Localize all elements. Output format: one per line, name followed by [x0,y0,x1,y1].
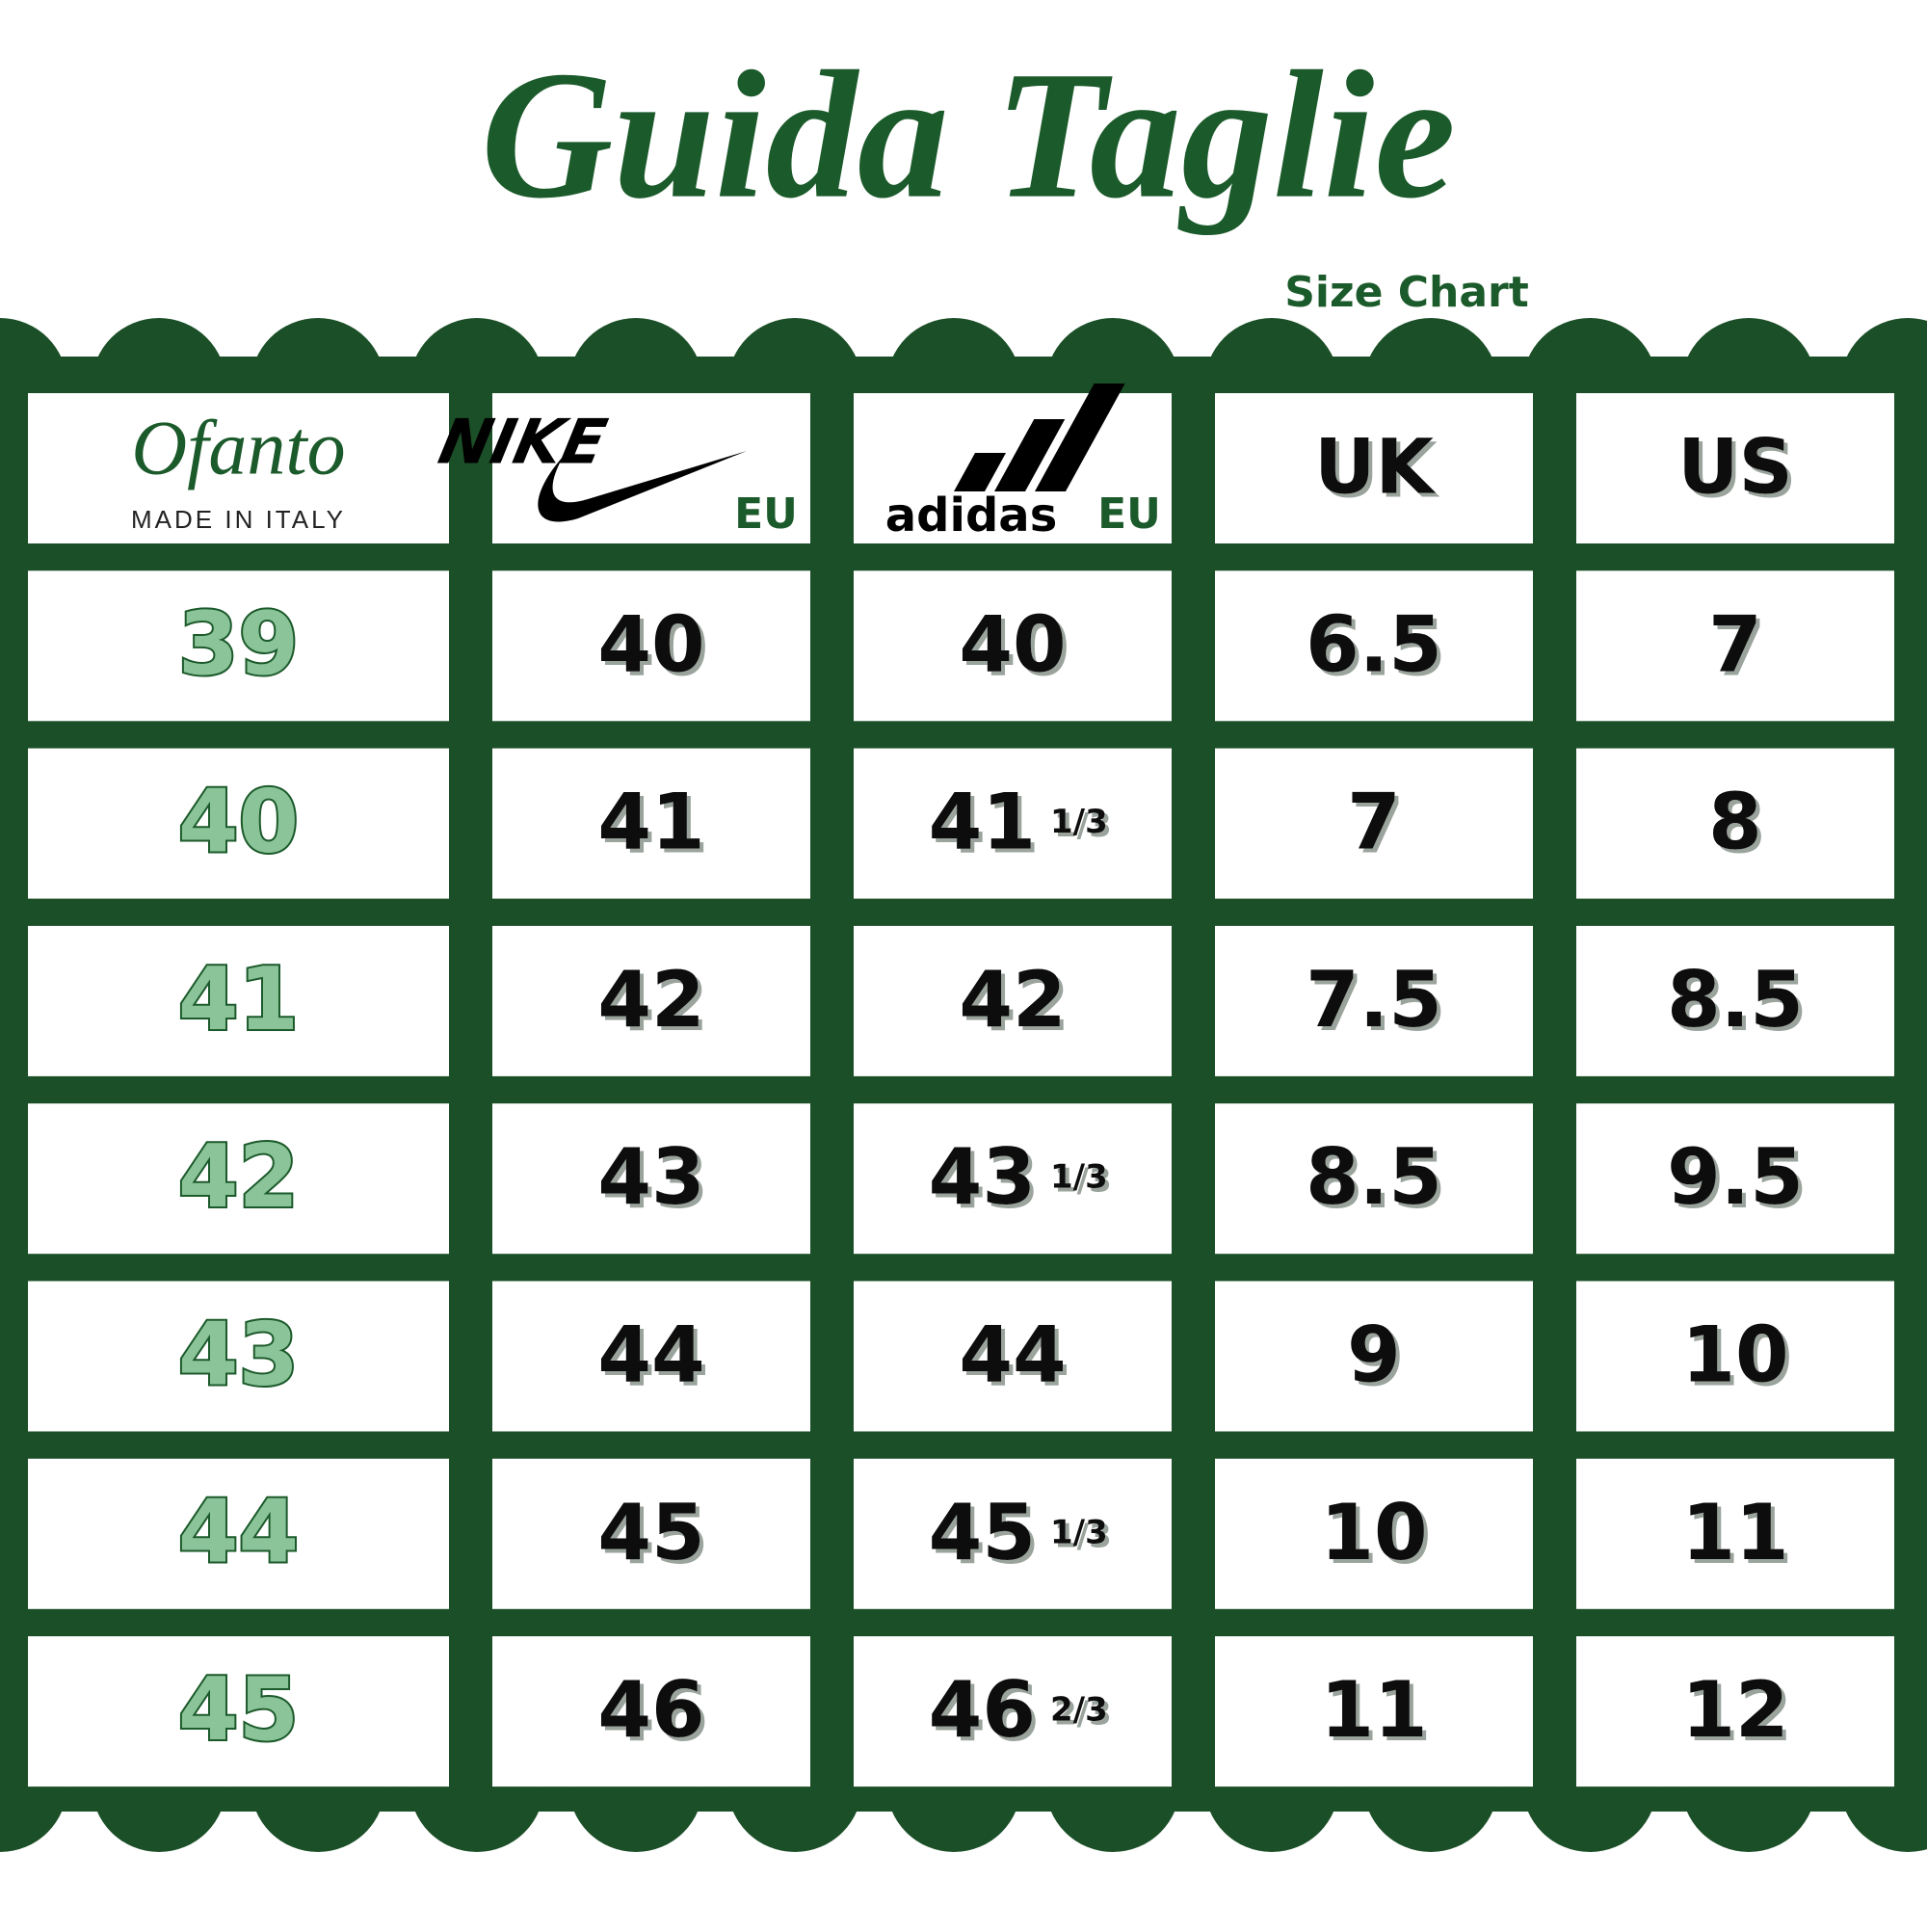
cell [1215,748,1533,899]
cell [854,1636,1172,1787]
cell [1576,1281,1894,1432]
cell [854,570,1172,722]
cell [1576,1636,1894,1787]
cell [492,1103,810,1255]
header-uk: UK [1314,424,1436,511]
nike-size: 42 [597,955,704,1045]
cell [1576,748,1894,899]
us-size: 7 [1708,599,1762,689]
brand-nike: NIKE [433,407,612,478]
ofanto-size: 43 [178,1304,299,1405]
adidas-size: 46 [929,1665,1036,1755]
uk-size: 9 [1347,1310,1401,1399]
brand-adidas: adidas [885,489,1058,543]
header-us: US [1677,424,1793,511]
adidas-fraction: 2/3 [1050,1691,1108,1730]
cell [1576,570,1894,722]
uk-size: 6.5 [1306,599,1442,689]
cell [1215,1636,1533,1787]
cell [492,1281,810,1432]
title: Guida Taglie [481,35,1456,237]
us-size: 10 [1681,1310,1788,1399]
adidas-fraction: 1/3 [1050,1158,1108,1197]
cell [1215,925,1533,1076]
cell [28,1636,449,1787]
cell [28,1103,449,1255]
adidas-size: 45 [929,1488,1036,1577]
cell [492,1458,810,1609]
cell [1215,1458,1533,1609]
ofanto-size: 42 [178,1126,299,1228]
ofanto-size: 40 [178,771,299,872]
nike-size: 40 [597,599,704,689]
cell [492,1636,810,1787]
cell [854,1281,1172,1432]
nike-size: 41 [597,778,704,867]
us-size: 8 [1708,778,1762,867]
uk-size: 8.5 [1306,1132,1442,1222]
uk-size: 7 [1347,778,1401,867]
ofanto-size: 45 [178,1659,299,1760]
brand-ofanto: Ofanto [131,406,345,490]
adidas-stripe [954,453,1006,491]
cell [28,570,449,722]
cell [1576,393,1894,543]
cell [28,1458,449,1609]
cell [1576,1103,1894,1255]
cell [1576,925,1894,1076]
adidas-stripe [994,419,1066,491]
uk-size: 7.5 [1306,955,1442,1045]
cell [28,393,449,543]
cell [492,925,810,1076]
uk-size: 10 [1320,1488,1427,1577]
cell [1215,1103,1533,1255]
cell [1215,570,1533,722]
us-size: 11 [1681,1488,1788,1577]
cell [28,925,449,1076]
ofanto-size: 41 [178,949,299,1050]
nike-size: 43 [597,1132,704,1222]
us-size: 8.5 [1667,955,1804,1045]
cell [28,1281,449,1432]
nike-swoosh [538,451,747,522]
unit-eu: EU [734,490,798,539]
nike-size: 44 [597,1310,704,1399]
adidas-size: 44 [959,1310,1066,1399]
cell [1215,393,1533,543]
cell [492,748,810,899]
brand-tagline: MADE IN ITALY [131,505,346,534]
adidas-fraction: 1/3 [1050,1513,1108,1551]
cell [492,570,810,722]
cell [854,748,1172,899]
ofanto-size: 44 [178,1482,299,1583]
adidas-fraction: 1/3 [1050,803,1108,841]
cell [1215,1281,1533,1432]
cell [854,1458,1172,1609]
unit-eu: EU [1097,490,1161,539]
table: Ofanto MADE IN ITALY NIKE EU adidas EU UK US 39 4… [28,384,1894,1787]
cell [28,748,449,899]
subtitle: Size Chart [1284,268,1529,317]
nike-size: 45 [597,1488,704,1577]
adidas-size: 41 [929,778,1036,867]
ofanto-size: 39 [178,594,299,695]
adidas-stripe [1035,384,1125,491]
nike-size: 46 [597,1665,704,1755]
adidas-size: 42 [959,955,1066,1045]
cell [1576,1458,1894,1609]
us-size: 9.5 [1667,1132,1804,1222]
us-size: 12 [1681,1665,1788,1755]
adidas-size: 43 [929,1132,1036,1222]
adidas-size: 40 [959,599,1066,689]
green-band [0,318,1927,1852]
cell [854,1103,1172,1255]
uk-size: 11 [1320,1665,1427,1755]
cell [854,925,1172,1076]
